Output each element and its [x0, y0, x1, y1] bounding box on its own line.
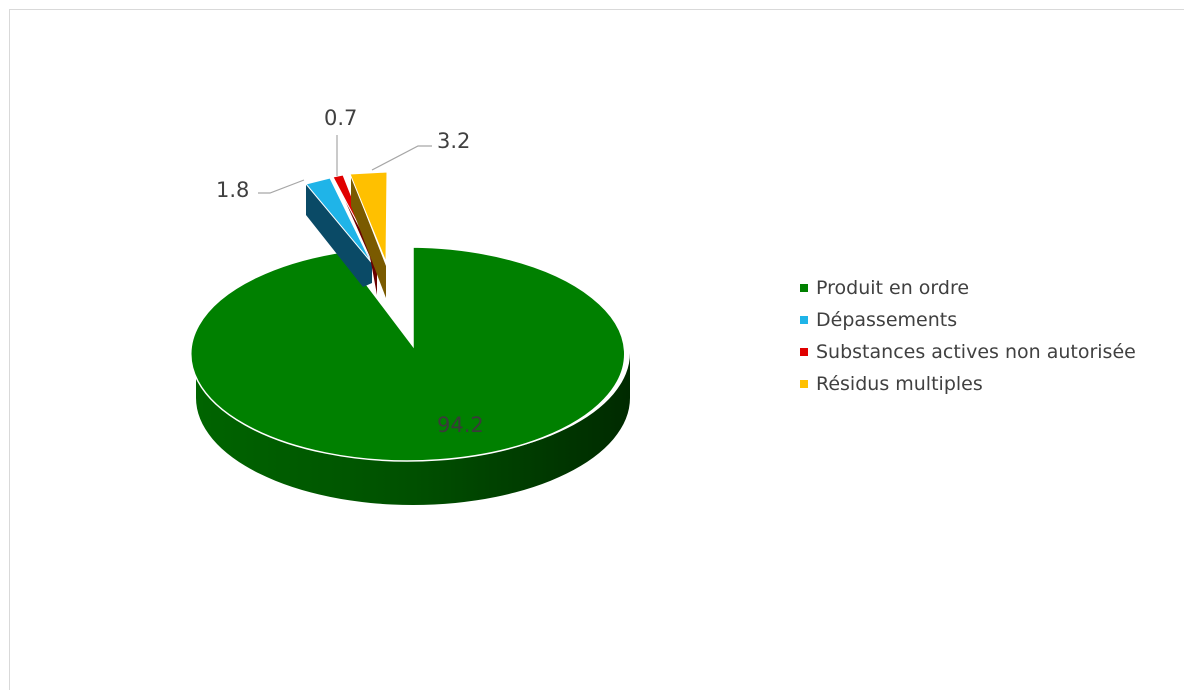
pie-slice-depassements-top: [305, 177, 372, 263]
chart-legend: Produit en ordre Dépassements Substances…: [800, 272, 1136, 400]
pie-slice-depassements: [305, 177, 372, 287]
legend-swatch: [800, 348, 808, 356]
legend-item-residus: Résidus multiples: [800, 368, 1136, 400]
chart-area: [9, 9, 1184, 690]
pie-slice-produit-en-ordre-top: [190, 246, 626, 462]
pie-slice-residus: [349, 171, 388, 298]
pie-slice-produit-en-ordre: [190, 246, 630, 505]
leader-line-depassements: [258, 179, 305, 194]
pie-slice-residus-top: [349, 171, 388, 263]
legend-item-produit-en-ordre: Produit en ordre: [800, 272, 1136, 304]
legend-item-depassements: Dépassements: [800, 304, 1136, 336]
leader-line-residus: [371, 145, 432, 171]
data-label-depassements: 1.8: [216, 178, 249, 202]
legend-swatch: [800, 380, 808, 388]
legend-item-substances: Substances actives non autorisée: [800, 336, 1136, 368]
data-label-substances: 0.7: [324, 106, 357, 130]
pie-slice-produit-en-ordre-side: [196, 353, 630, 505]
legend-label: Substances actives non autorisée: [816, 341, 1136, 363]
data-label-residus: 3.2: [437, 129, 470, 153]
legend-label: Produit en ordre: [816, 277, 970, 299]
legend-swatch: [800, 284, 808, 292]
data-label-produit-en-ordre: 94.2: [437, 413, 484, 437]
legend-swatch: [800, 316, 808, 324]
legend-label: Résidus multiples: [816, 373, 983, 395]
pie-slice-depassements-side: [306, 184, 372, 287]
pie-slice-residus-side: [351, 176, 386, 298]
legend-label: Dépassements: [816, 309, 958, 331]
